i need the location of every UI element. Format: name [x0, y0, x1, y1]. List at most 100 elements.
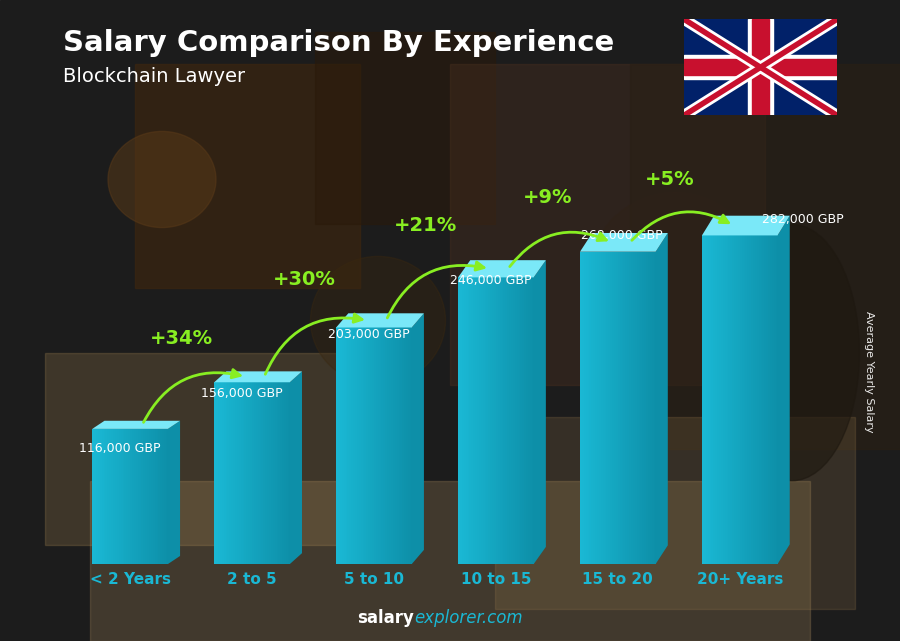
Bar [716, 235, 717, 564]
Bar [355, 328, 357, 564]
Bar [105, 429, 108, 564]
Bar [228, 382, 230, 564]
Bar [252, 382, 254, 564]
Bar [98, 429, 100, 564]
Bar [707, 235, 710, 564]
Polygon shape [778, 216, 789, 564]
Bar [214, 382, 216, 564]
Bar [723, 235, 724, 564]
Bar [364, 328, 366, 564]
Polygon shape [168, 420, 180, 564]
Bar [509, 278, 511, 564]
Bar [772, 235, 774, 564]
Bar [491, 278, 492, 564]
Bar [748, 19, 773, 115]
Bar [603, 252, 605, 564]
Bar [636, 252, 639, 564]
Bar [648, 252, 650, 564]
Bar [136, 429, 138, 564]
Bar [532, 278, 534, 564]
Bar [404, 328, 406, 564]
Bar [138, 429, 140, 564]
Bar [593, 252, 596, 564]
Ellipse shape [108, 131, 216, 228]
Bar [247, 382, 248, 564]
Text: 246,000 GBP: 246,000 GBP [449, 274, 531, 287]
Bar [220, 382, 222, 564]
Bar [711, 235, 714, 564]
Bar [157, 429, 158, 564]
Bar [115, 429, 117, 564]
Bar [391, 328, 393, 564]
Bar [113, 429, 115, 564]
Text: +9%: +9% [523, 188, 572, 207]
Bar [500, 278, 502, 564]
Bar [359, 328, 361, 564]
Bar [526, 278, 528, 564]
Bar [397, 328, 399, 564]
Bar [530, 278, 532, 564]
Bar [237, 382, 239, 564]
Bar [104, 429, 105, 564]
Bar [378, 328, 380, 564]
Bar [479, 278, 481, 564]
Ellipse shape [310, 256, 446, 385]
Bar [158, 429, 160, 564]
Bar [607, 252, 608, 564]
Bar [389, 328, 392, 564]
Bar [363, 328, 365, 564]
Bar [740, 235, 742, 564]
Bar [342, 328, 344, 564]
Bar [484, 278, 487, 564]
Bar [254, 382, 256, 564]
Bar [392, 328, 395, 564]
Bar [372, 328, 374, 564]
Bar [757, 235, 759, 564]
Bar [590, 252, 591, 564]
Bar [286, 382, 288, 564]
Bar [122, 429, 124, 564]
Bar [460, 278, 462, 564]
Bar [580, 252, 582, 564]
Ellipse shape [724, 224, 859, 481]
Bar [528, 278, 530, 564]
Bar [370, 328, 373, 564]
Bar [153, 429, 155, 564]
Polygon shape [290, 371, 302, 564]
Bar [257, 382, 260, 564]
Bar [605, 252, 607, 564]
Bar [216, 382, 218, 564]
Text: 116,000 GBP: 116,000 GBP [79, 442, 160, 454]
Bar [90, 481, 810, 641]
Bar [155, 429, 157, 564]
Bar [768, 235, 770, 564]
Bar [598, 252, 601, 564]
Polygon shape [458, 260, 546, 278]
Bar [264, 382, 266, 564]
Bar [774, 235, 776, 564]
Bar [646, 252, 648, 564]
Bar [762, 235, 765, 564]
Bar [349, 328, 352, 564]
Bar [96, 429, 98, 564]
Bar [151, 429, 153, 564]
Bar [128, 429, 130, 564]
Bar [267, 382, 269, 564]
Bar [745, 235, 748, 564]
Bar [709, 235, 712, 564]
Bar [730, 235, 733, 564]
Bar [522, 278, 525, 564]
Bar [276, 382, 279, 564]
Bar [492, 278, 494, 564]
Bar [766, 235, 769, 564]
Bar [288, 382, 290, 564]
Bar [650, 252, 652, 564]
Bar [261, 382, 264, 564]
Bar [256, 382, 258, 564]
Bar [117, 429, 119, 564]
Bar [614, 252, 617, 564]
Bar [702, 235, 704, 564]
Bar [520, 278, 523, 564]
Bar [518, 278, 521, 564]
Bar [747, 235, 750, 564]
